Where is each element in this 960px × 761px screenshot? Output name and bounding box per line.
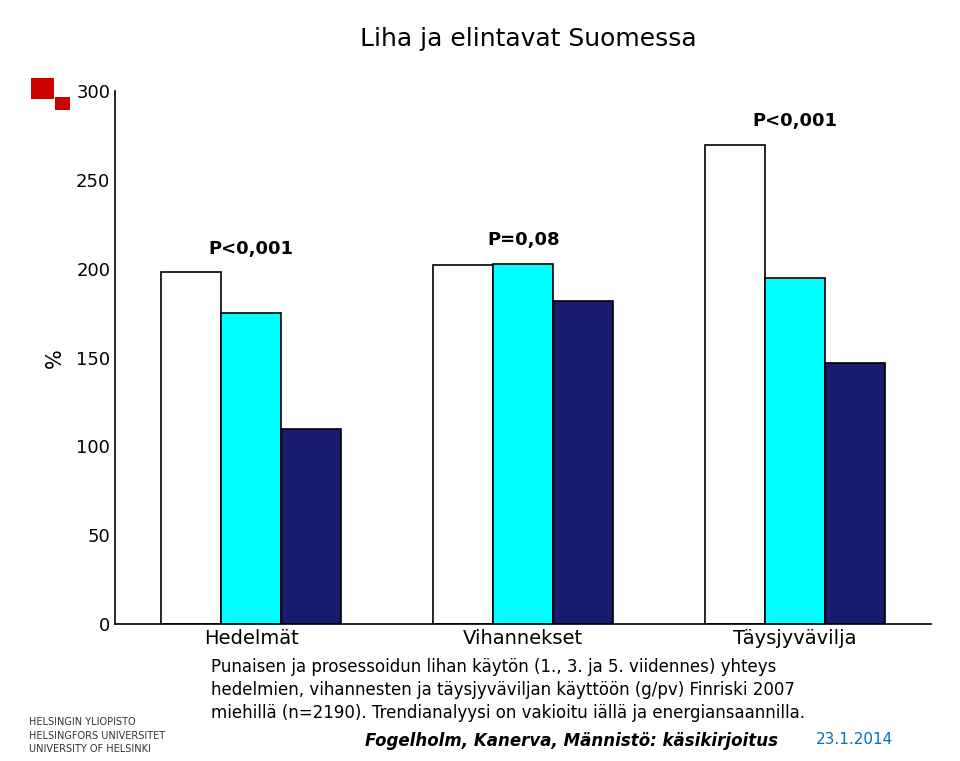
Text: UNIVERSITY OF HELSINKI: UNIVERSITY OF HELSINKI: [29, 744, 151, 754]
Text: P<0,001: P<0,001: [753, 113, 838, 130]
Bar: [553, 301, 612, 624]
Bar: [221, 314, 281, 624]
Bar: [706, 145, 765, 624]
Text: P=0,08: P=0,08: [487, 231, 560, 250]
Text: 23.1.2014: 23.1.2014: [816, 732, 893, 747]
Text: hedelmien, vihannesten ja täysjyväviljan käyttöön (g/pv) Finriski 2007: hedelmien, vihannesten ja täysjyväviljan…: [211, 681, 795, 699]
Text: Punaisen ja prosessoidun lihan käytön (1., 3. ja 5. viidennes) yhteys: Punaisen ja prosessoidun lihan käytön (1…: [211, 658, 777, 677]
Bar: [281, 428, 341, 624]
Bar: [434, 266, 493, 624]
Text: miehillä (n=2190). Trendianalyysi on vakioitu iällä ja energiansaannilla.: miehillä (n=2190). Trendianalyysi on vak…: [211, 704, 805, 722]
Bar: [826, 363, 885, 624]
Bar: [493, 263, 553, 624]
Bar: [161, 272, 221, 624]
Bar: [765, 278, 826, 624]
Y-axis label: %: %: [45, 348, 65, 368]
Text: HELSINGFORS UNIVERSITET: HELSINGFORS UNIVERSITET: [29, 731, 165, 740]
Text: HELSINGIN YLIOPISTO: HELSINGIN YLIOPISTO: [29, 717, 135, 727]
Text: Fogelholm, Kanerva, Männistö: käsikirjoitus: Fogelholm, Kanerva, Männistö: käsikirjoi…: [365, 732, 778, 750]
Text: P<0,001: P<0,001: [208, 240, 294, 258]
Text: Liha ja elintavat Suomessa: Liha ja elintavat Suomessa: [360, 27, 696, 51]
